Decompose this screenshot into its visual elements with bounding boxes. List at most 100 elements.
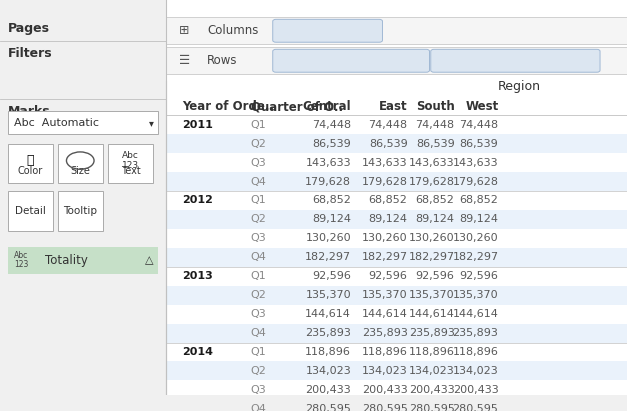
Text: ▾: ▾ <box>149 118 154 128</box>
Text: 134,023: 134,023 <box>409 366 455 376</box>
Text: 74,448: 74,448 <box>369 120 408 130</box>
Text: 92,596: 92,596 <box>416 271 455 281</box>
Text: 68,852: 68,852 <box>312 196 351 206</box>
Text: 89,124: 89,124 <box>416 215 455 224</box>
Text: 144,614: 144,614 <box>305 309 351 319</box>
Text: 134,023: 134,023 <box>362 366 408 376</box>
Text: 179,628: 179,628 <box>453 176 498 187</box>
FancyBboxPatch shape <box>166 0 627 395</box>
Text: 144,614: 144,614 <box>362 309 408 319</box>
Text: 179,628: 179,628 <box>409 176 455 187</box>
Text: △: △ <box>145 256 154 266</box>
FancyBboxPatch shape <box>58 192 103 231</box>
Text: 2013: 2013 <box>182 271 213 281</box>
Text: 280,595: 280,595 <box>409 404 455 411</box>
Text: 89,124: 89,124 <box>312 215 351 224</box>
Text: Q4: Q4 <box>251 252 266 262</box>
Text: Q2: Q2 <box>251 215 266 224</box>
FancyBboxPatch shape <box>166 17 627 44</box>
Text: Q1: Q1 <box>251 271 266 281</box>
Text: Abc  Automatic: Abc Automatic <box>14 118 99 128</box>
Text: 235,893: 235,893 <box>409 328 455 338</box>
Text: Text: Text <box>120 166 140 176</box>
FancyBboxPatch shape <box>8 144 53 183</box>
Text: Q1: Q1 <box>251 196 266 206</box>
Text: 2011: 2011 <box>182 120 213 130</box>
Text: 280,595: 280,595 <box>305 404 351 411</box>
Text: ⊞: ⊞ <box>179 24 189 37</box>
Text: 74,448: 74,448 <box>312 120 351 130</box>
FancyBboxPatch shape <box>166 47 627 74</box>
Text: 130,260: 130,260 <box>453 233 498 243</box>
Text: 179,628: 179,628 <box>305 176 351 187</box>
Text: 74,448: 74,448 <box>460 120 498 130</box>
Text: Abc
123: Abc 123 <box>14 252 28 270</box>
Text: Rows: Rows <box>207 54 238 67</box>
Text: Quarter of O..: Quarter of O.. <box>251 100 343 113</box>
Text: 200,433: 200,433 <box>453 385 498 395</box>
FancyBboxPatch shape <box>8 111 158 134</box>
Text: 200,433: 200,433 <box>362 385 408 395</box>
Text: 68,852: 68,852 <box>369 196 408 206</box>
Text: 200,433: 200,433 <box>305 385 351 395</box>
Text: 200,433: 200,433 <box>409 385 455 395</box>
Text: 92,596: 92,596 <box>460 271 498 281</box>
Text: 86,539: 86,539 <box>369 139 408 149</box>
Text: Region: Region <box>497 80 540 93</box>
Text: 235,893: 235,893 <box>305 328 351 338</box>
Text: Color: Color <box>18 166 43 176</box>
Text: Columns: Columns <box>207 24 258 37</box>
Text: 118,896: 118,896 <box>362 347 408 357</box>
Text: Q2: Q2 <box>251 139 266 149</box>
Text: −  YEAR(Order Date): − YEAR(Order Date) <box>293 56 409 66</box>
Text: West: West <box>465 100 498 113</box>
Text: Q2: Q2 <box>251 290 266 300</box>
FancyBboxPatch shape <box>273 19 382 42</box>
Text: 92,596: 92,596 <box>369 271 408 281</box>
Text: 143,633: 143,633 <box>362 157 408 168</box>
FancyBboxPatch shape <box>273 49 429 72</box>
Text: 86,539: 86,539 <box>460 139 498 149</box>
FancyBboxPatch shape <box>166 172 627 191</box>
Text: 143,633: 143,633 <box>409 157 455 168</box>
Text: 179,628: 179,628 <box>362 176 408 187</box>
Text: Q1: Q1 <box>251 347 266 357</box>
Text: 135,370: 135,370 <box>453 290 498 300</box>
Text: 92,596: 92,596 <box>312 271 351 281</box>
Text: Abc
123: Abc 123 <box>122 151 139 170</box>
Text: 143,633: 143,633 <box>453 157 498 168</box>
Text: East: East <box>379 100 408 113</box>
Text: Q3: Q3 <box>251 233 266 243</box>
Text: +  QUARTER(Order Date): + QUARTER(Order Date) <box>445 56 586 66</box>
Text: Pages: Pages <box>8 22 50 35</box>
Text: Q1: Q1 <box>251 120 266 130</box>
Text: Marks: Marks <box>8 104 50 118</box>
Text: Tooltip: Tooltip <box>63 206 97 216</box>
Text: 144,614: 144,614 <box>409 309 455 319</box>
Text: 74,448: 74,448 <box>416 120 455 130</box>
Text: 235,893: 235,893 <box>453 328 498 338</box>
Text: 118,896: 118,896 <box>409 347 455 357</box>
Text: 280,595: 280,595 <box>362 404 408 411</box>
Text: 118,896: 118,896 <box>305 347 351 357</box>
Text: South: South <box>416 100 455 113</box>
Text: 130,260: 130,260 <box>362 233 408 243</box>
Text: Size: Size <box>70 166 90 176</box>
Text: Year of Orde..: Year of Orde.. <box>182 100 274 113</box>
Text: Q3: Q3 <box>251 157 266 168</box>
Text: Region: Region <box>307 24 348 37</box>
FancyBboxPatch shape <box>431 49 600 72</box>
FancyBboxPatch shape <box>166 210 627 229</box>
Text: Central: Central <box>302 100 351 113</box>
FancyBboxPatch shape <box>0 0 166 395</box>
Text: 235,893: 235,893 <box>362 328 408 338</box>
Text: Q4: Q4 <box>251 328 266 338</box>
FancyBboxPatch shape <box>166 248 627 267</box>
Text: Q3: Q3 <box>251 309 266 319</box>
Text: 130,260: 130,260 <box>305 233 351 243</box>
Text: 134,023: 134,023 <box>453 366 498 376</box>
Text: 2014: 2014 <box>182 347 213 357</box>
Text: 2012: 2012 <box>182 196 213 206</box>
Text: Q4: Q4 <box>251 404 266 411</box>
FancyBboxPatch shape <box>58 144 103 183</box>
